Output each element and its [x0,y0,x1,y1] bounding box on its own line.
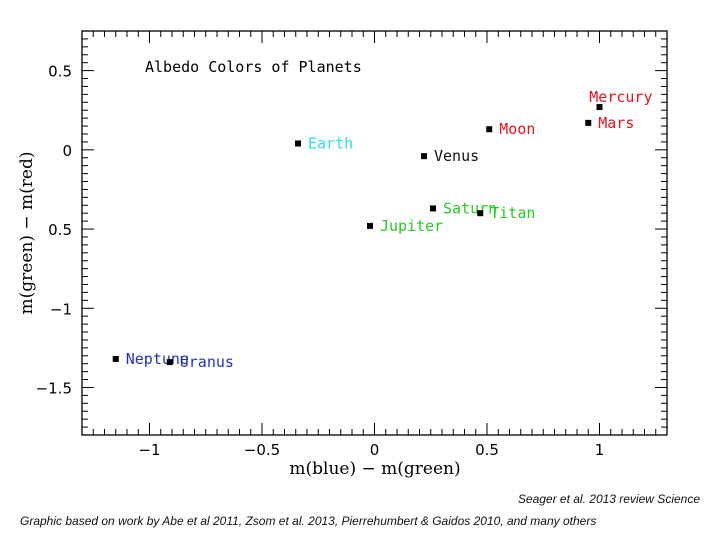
x-axis-label: m(blue) − m(green) [289,459,460,479]
planet-label: Neptune [126,350,189,368]
plot-frame [81,30,668,436]
x-tick-label: 0 [370,441,380,459]
planet-point [367,222,373,229]
planet-label: Saturn [443,199,497,217]
planet-label: Uranus [180,353,234,371]
y-tick-label: −1 [50,300,72,318]
y-tick-label: 0.5 [48,63,72,81]
planet-point [596,104,603,111]
planet-label: Earth [308,134,353,152]
planet-point [112,355,119,362]
planet-point [430,205,436,212]
axis-ticks [82,31,667,435]
x-tick-label: 0.5 [475,441,499,459]
x-tick-label: −1 [138,441,160,459]
planet-point [477,210,484,217]
source-credit: Seager et al. 2013 review Science [517,492,700,506]
y-tick-label: 0.5 [48,221,72,239]
planet-label: Mercury [589,88,652,106]
planet-point [295,140,301,147]
planet-label: Titan [490,204,535,222]
planet-point [486,126,493,133]
x-tick-label: −0.5 [244,441,280,459]
planet-point [166,359,173,366]
planet-label: Mars [598,114,634,132]
y-axis-label: m(green) − m(red) [17,152,37,315]
tick-labels: −1 −0.5 0 0.5 1 0.5 0 0.5 −1 −1.5 [36,63,605,459]
planet-label: Moon [499,120,535,138]
planet-label: Venus [434,147,479,165]
planet-label: Jupiter [380,217,443,235]
y-tick-label: −1.5 [36,379,72,397]
graphic-credit: Graphic based on work by Abe et al 2011,… [20,514,597,528]
chart-title: Albedo Colors of Planets [145,58,362,76]
planet-point [421,153,427,160]
y-tick-label: 0 [62,142,72,160]
planet-point [585,119,592,126]
x-tick-label: 1 [595,441,605,459]
